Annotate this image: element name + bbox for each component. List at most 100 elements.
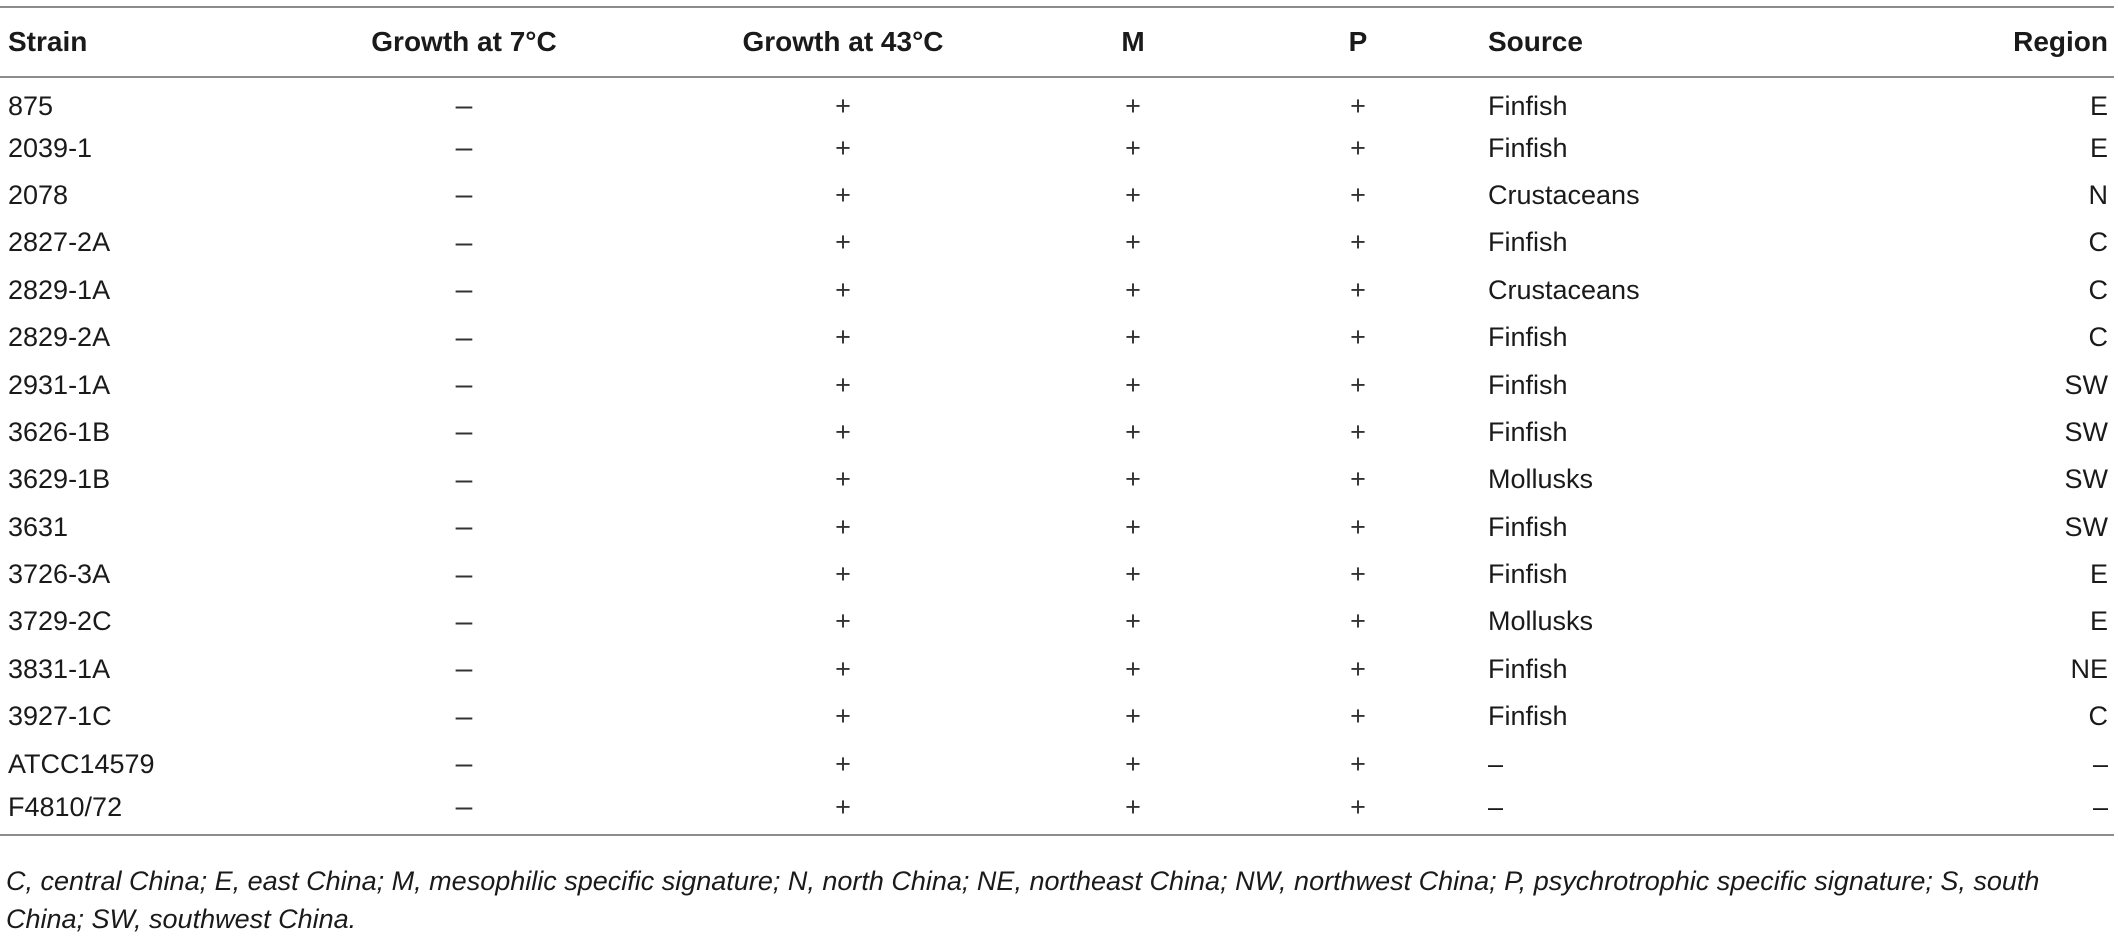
cell-growth-7c: – [455,699,473,733]
cell-p: + [1228,787,1488,837]
cell-growth-43c: + [835,132,851,163]
cell-region: – [1914,787,2114,837]
cell-growth-7c: – [455,557,473,591]
cell-growth-7c: – [455,273,473,307]
cell-m: + [1125,322,1141,353]
cell-growth-7c: – [455,178,473,212]
cell-p: + [1350,464,1366,495]
cell-region: NE [2070,653,2108,684]
table-row: 3631 – + + + Finfish SW [0,504,2114,551]
cell-p: + [1350,274,1366,305]
cell-growth-43c: + [835,511,851,542]
cell-p: + [1350,416,1366,447]
cell-growth-7c: – [455,604,473,638]
table-header: Strain Growth at 7°C Growth at 43°C M P … [0,6,2114,78]
cell-strain: 2039-1 [8,132,93,163]
header-p: P [1228,6,1488,78]
cell-p: + [1350,511,1366,542]
cell-p: + [1350,322,1366,353]
header-source: Source [1488,6,1914,78]
cell-region: N [2088,179,2109,210]
cell-region: C [2088,322,2109,353]
cell-growth-7c: – [280,787,648,837]
cell-region: C [2088,701,2109,732]
table-row: 2827-2A – + + + Finfish C [0,219,2114,266]
cell-p: + [1350,227,1366,258]
cell-p: + [1350,179,1366,210]
cell-region: E [2089,90,2108,121]
cell-source: Mollusks [1488,606,1594,637]
cell-region: SW [2064,369,2109,400]
cell-growth-43c: + [835,464,851,495]
cell-source: Finfish [1488,701,1568,732]
header-growth-43c: Growth at 43°C [648,6,1038,78]
table-row: 2078 – + + + Crustaceans N [0,172,2114,219]
cell-strain: F4810/72 [0,787,280,837]
cell-p: + [1350,559,1366,590]
table-row: 3726-3A – + + + Finfish E [0,551,2114,598]
cell-m: + [1125,132,1141,163]
cell-growth-43c: + [835,369,851,400]
cell-p: + [1350,369,1366,400]
table-row: 3831-1A – + + + Finfish NE [0,646,2114,693]
cell-source: Finfish [1488,653,1568,684]
cell-growth-43c: + [835,416,851,447]
cell-growth-43c: + [835,274,851,305]
cell-region: – [2092,748,2108,779]
cell-growth-7c: – [455,652,473,686]
table-row: ATCC14579 – + + + – – [0,740,2114,787]
table-row: 2039-1 – + + + Finfish E [0,124,2114,171]
cell-strain: 2931-1A [8,369,111,400]
cell-growth-7c: – [455,462,473,496]
cell-strain: 3631 [8,511,69,542]
cell-growth-43c: + [835,90,851,121]
cell-source: Finfish [1488,227,1568,258]
cell-growth-43c: + [835,748,851,779]
cell-strain: 3729-2C [8,606,112,637]
cell-source: Finfish [1488,369,1568,400]
cell-region: SW [2064,511,2109,542]
table-row: 2931-1A – + + + Finfish SW [0,361,2114,408]
cell-m: + [1125,511,1141,542]
cell-growth-7c: – [455,320,473,354]
cell-strain: 3726-3A [8,559,111,590]
cell-growth-43c: + [835,606,851,637]
table-row: F4810/72– + + + – – [0,787,2114,837]
cell-strain: 2078 [8,179,69,210]
table-row: 3629-1B – + + + Mollusks SW [0,456,2114,503]
table-row: 3729-2C – + + + Mollusks E [0,598,2114,645]
header-region: Region [1914,6,2114,78]
cell-m: + [1038,787,1228,837]
cell-m: + [1125,606,1141,637]
cell-strain: 3927-1C [8,701,112,732]
cell-strain: 2829-2A [8,322,111,353]
cell-source: – [1488,748,1504,779]
cell-growth-43c: + [835,701,851,732]
cell-p: + [1350,701,1366,732]
cell-m: + [1125,369,1141,400]
cell-growth-43c: + [835,227,851,258]
header-m: M [1038,6,1228,78]
cell-m: + [1125,748,1141,779]
cell-growth-7c: – [455,510,473,544]
cell-strain: 3629-1B [8,464,111,495]
cell-source: Mollusks [1488,464,1594,495]
cell-source: Crustaceans [1488,274,1640,305]
cell-source: Finfish [1488,90,1568,121]
table-row: 2829-1A – + + + Crustaceans C [0,267,2114,314]
cell-source: Crustaceans [1488,179,1640,210]
cell-growth-7c: – [455,368,473,402]
cell-p: + [1350,132,1366,163]
table-row: 2829-2A – + + + Finfish C [0,314,2114,361]
table-footnote: C, central China; E, east China; M, meso… [6,866,2040,934]
cell-growth-7c: – [455,415,473,449]
cell-source: Finfish [1488,416,1568,447]
cell-m: + [1125,90,1141,121]
cell-growth-7c: – [455,89,473,123]
cell-growth-43c: + [835,179,851,210]
cell-strain: 875 [8,90,54,121]
cell-p: + [1350,606,1366,637]
header-row: Strain Growth at 7°C Growth at 43°C M P … [0,6,2114,78]
table-row: 3626-1B – + + + Finfish SW [0,409,2114,456]
cell-m: + [1125,274,1141,305]
